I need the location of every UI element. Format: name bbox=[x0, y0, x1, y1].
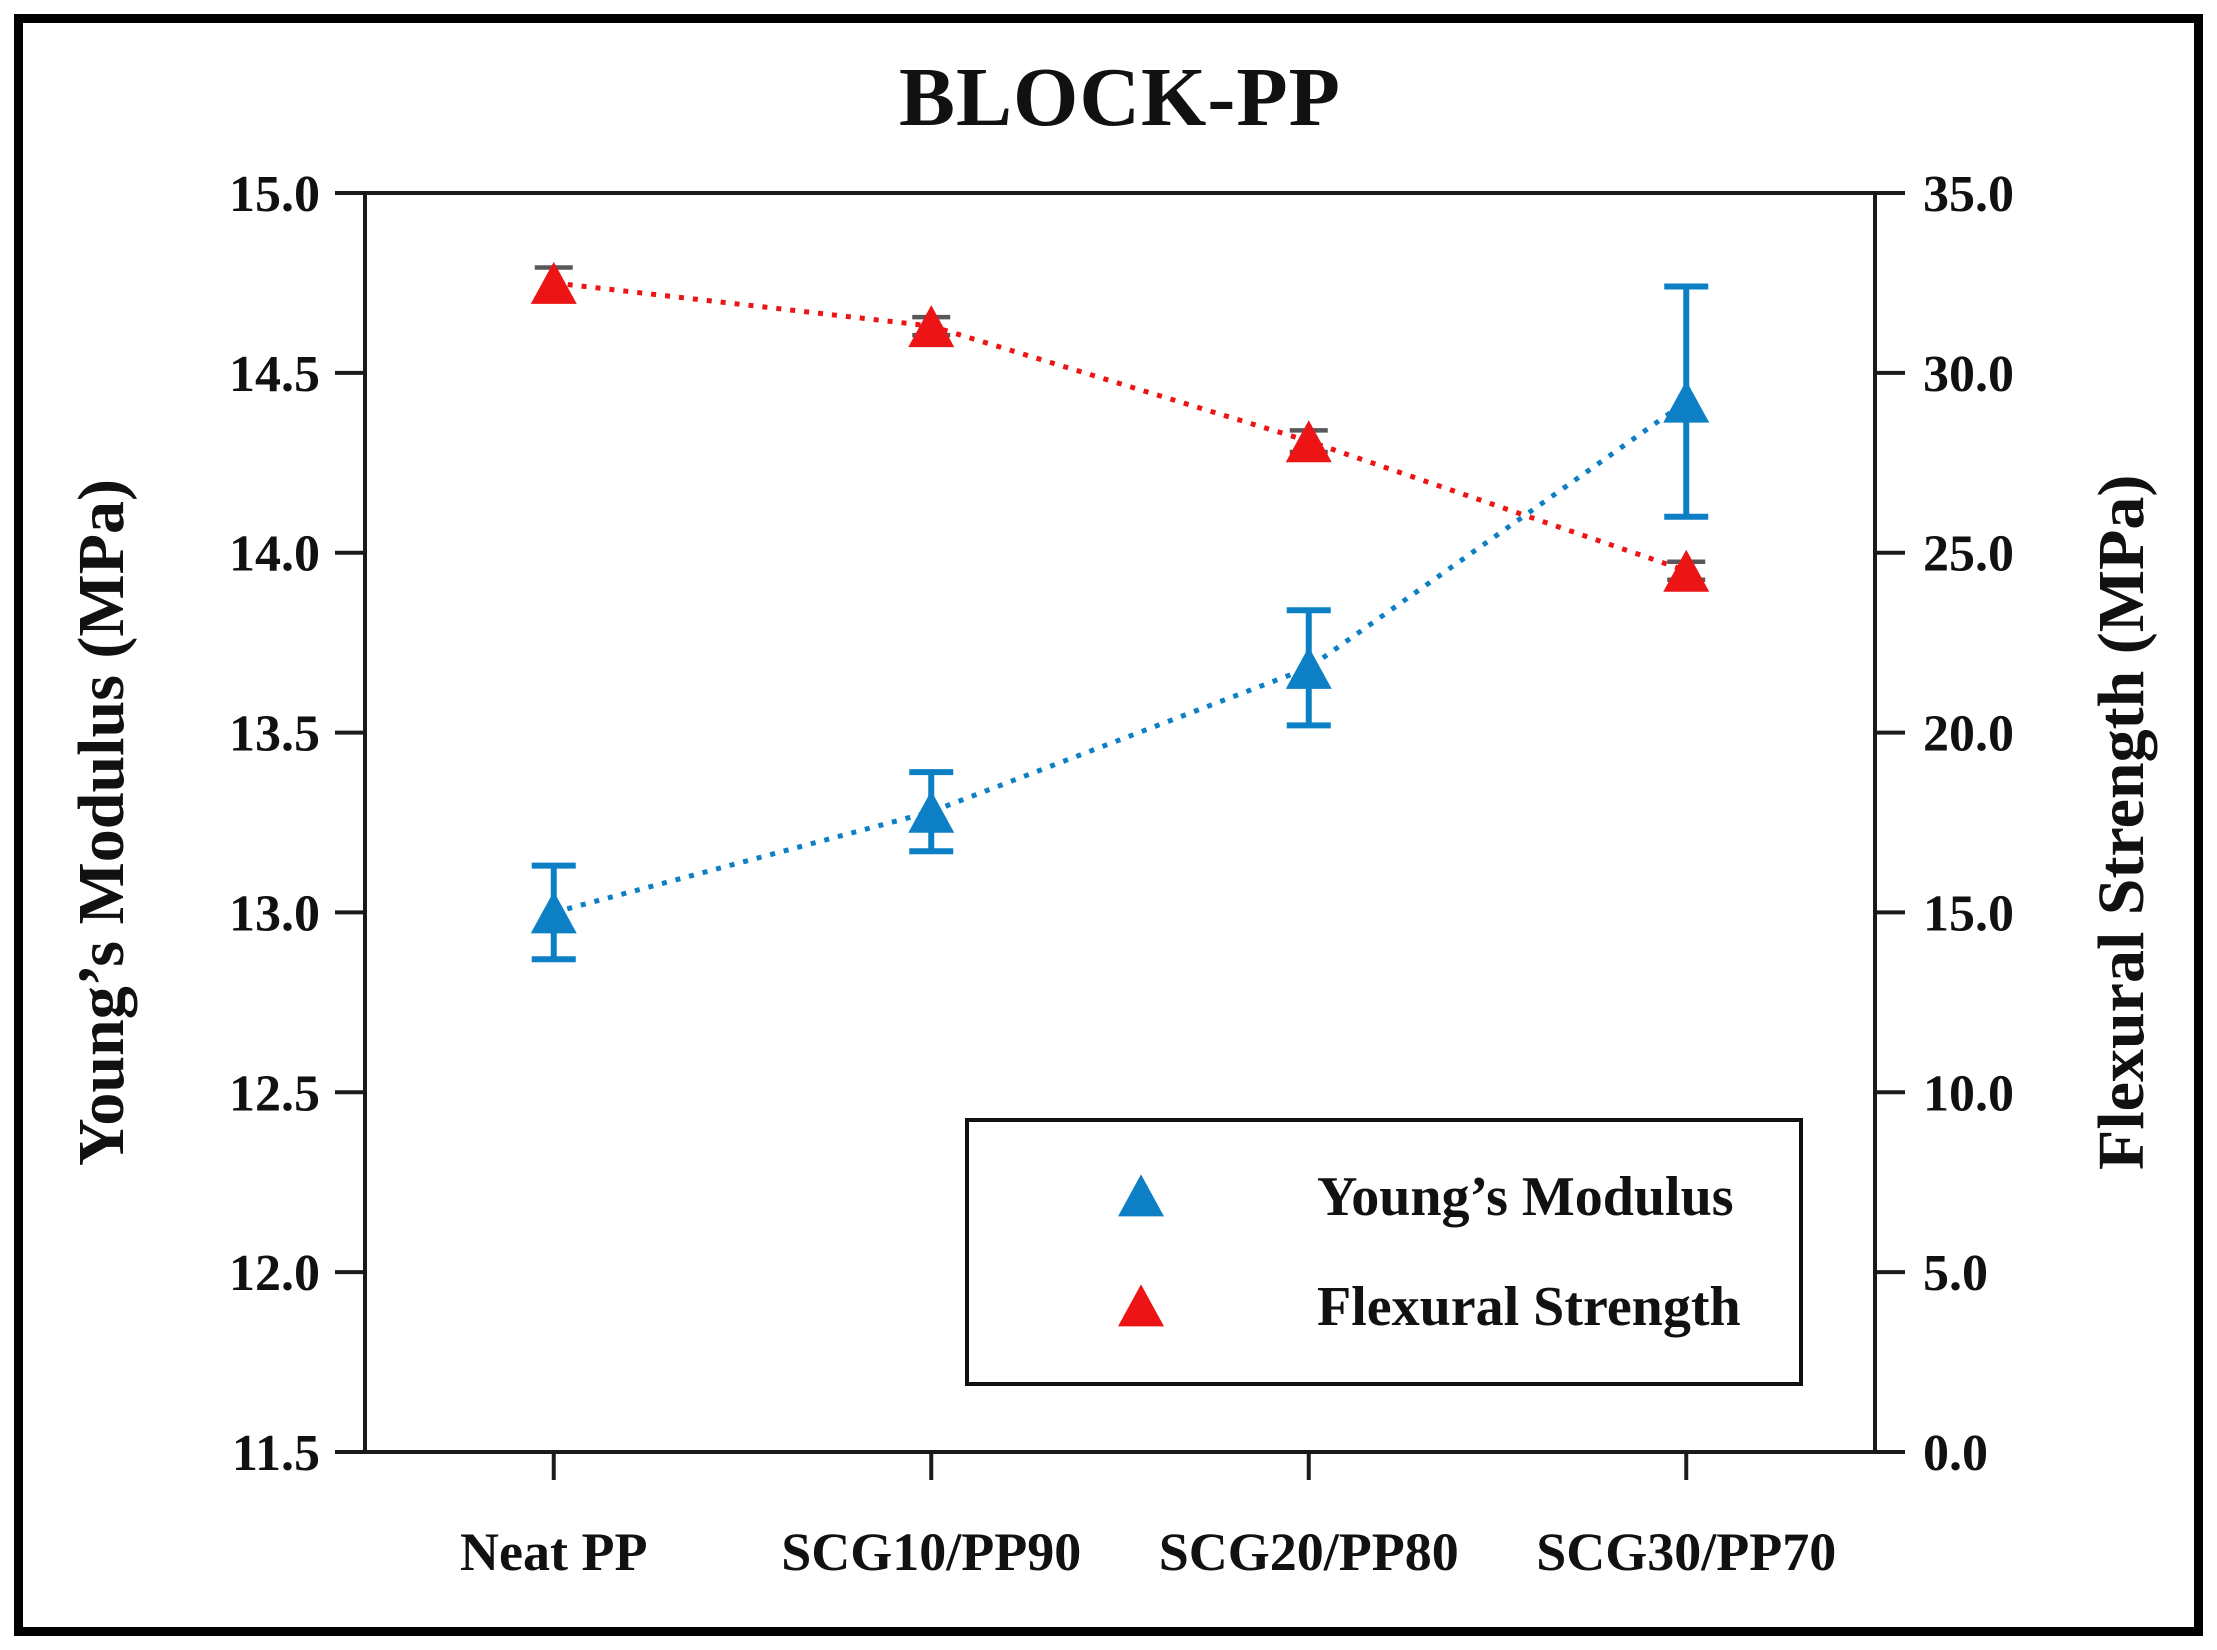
triangle-marker-icon bbox=[1118, 1283, 1164, 1326]
left-axis-tick-label: 12.0 bbox=[229, 1245, 320, 1302]
x-axis-category-label: SCG30/PP70 bbox=[1536, 1522, 1836, 1582]
legend-label-youngs-modulus: Young’s Modulus bbox=[1317, 1166, 1734, 1229]
right-axis-tick-label: 30.0 bbox=[1923, 346, 2014, 403]
legend-box: Young’s Modulus Flexural Strength bbox=[965, 1118, 1803, 1386]
x-axis-category-label: Neat PP bbox=[460, 1522, 647, 1582]
right-axis-title: Flexural Strength (MPa) bbox=[2085, 474, 2158, 1171]
right-axis-tick-label: 15.0 bbox=[1923, 885, 2014, 942]
marker-youngs-modulus bbox=[908, 790, 955, 833]
left-axis-tick-label: 15.0 bbox=[229, 166, 320, 223]
marker-flexural-strength bbox=[1663, 549, 1710, 592]
left-axis-tick-label: 14.0 bbox=[229, 526, 320, 583]
left-axis-title: Young’s Modulus (MPa) bbox=[65, 479, 138, 1166]
legend-row-flexural-strength: Flexural Strength bbox=[969, 1259, 1799, 1355]
right-axis-tick-label: 25.0 bbox=[1923, 526, 2014, 583]
triangle-marker-icon bbox=[1118, 1174, 1164, 1217]
left-axis-tick-label: 14.5 bbox=[229, 346, 320, 403]
right-axis-tick-label: 10.0 bbox=[1923, 1065, 2014, 1122]
x-axis-category-label: SCG10/PP90 bbox=[781, 1522, 1081, 1582]
plot-frame bbox=[363, 191, 1877, 1454]
right-axis-tick-label: 35.0 bbox=[1923, 166, 2014, 223]
marker-flexural-strength bbox=[530, 261, 577, 304]
left-axis-tick-label: 13.5 bbox=[229, 706, 320, 763]
chart-title: BLOCK-PP bbox=[899, 51, 1341, 144]
figure-border bbox=[14, 14, 2203, 1636]
marker-youngs-modulus bbox=[1285, 646, 1332, 689]
right-axis-tick-label: 0.0 bbox=[1923, 1425, 1988, 1482]
marker-youngs-modulus bbox=[530, 891, 577, 934]
x-axis-category-label: SCG20/PP80 bbox=[1159, 1522, 1459, 1582]
marker-youngs-modulus bbox=[1663, 380, 1710, 423]
legend-label-flexural-strength: Flexural Strength bbox=[1317, 1275, 1741, 1338]
left-axis-tick-label: 11.5 bbox=[232, 1425, 320, 1482]
marker-flexural-strength bbox=[908, 305, 955, 348]
series-line-youngs-modulus bbox=[553, 399, 1688, 915]
left-axis-tick-label: 12.5 bbox=[229, 1065, 320, 1122]
legend-row-youngs-modulus: Young’s Modulus bbox=[969, 1149, 1799, 1245]
right-axis-tick-label: 20.0 bbox=[1923, 706, 2014, 763]
right-axis-tick-label: 5.0 bbox=[1923, 1245, 1988, 1302]
series-line-flexural-strength bbox=[553, 280, 1688, 574]
left-axis-tick-label: 13.0 bbox=[229, 885, 320, 942]
marker-flexural-strength bbox=[1285, 420, 1332, 463]
